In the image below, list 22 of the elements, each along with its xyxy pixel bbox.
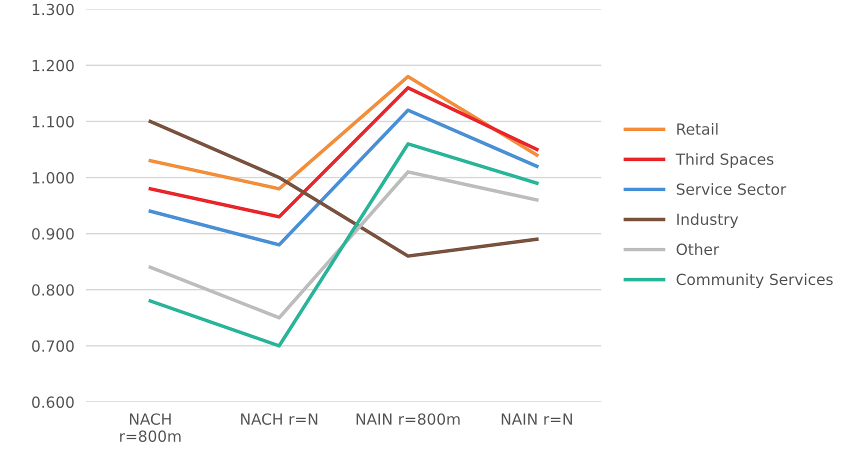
legend-label: Other: [676, 243, 720, 256]
x-tick-label: NAIN r=N: [502, 414, 572, 425]
y-tick-label: 1.000: [32, 172, 74, 184]
legend-label: Industry: [677, 213, 738, 228]
line-series: [148, 142, 539, 348]
y-tick-label: 1.300: [32, 4, 74, 16]
legend-label: Third Spaces: [676, 153, 774, 168]
line-series: [148, 170, 539, 320]
x-tick-label: NAIN r=800m: [356, 413, 460, 425]
line-series: [148, 74, 539, 190]
y-tick-label: 0.800: [32, 284, 74, 296]
y-tick-label: 0.900: [32, 228, 74, 240]
y-tick-label: 0.600: [32, 396, 74, 408]
legend-label: Community Services: [676, 273, 833, 288]
y-tick-label: 0.700: [32, 340, 74, 352]
y-tick-label: 1.200: [32, 60, 74, 72]
x-tick-label: NACH r=800m: [120, 413, 181, 442]
x-tick-label: NACH r=N: [241, 413, 318, 425]
line-series: [148, 86, 539, 219]
legend-label: Service Sector: [676, 183, 786, 195]
legend-label: Retail: [677, 123, 718, 135]
y-tick-label: 1.100: [32, 116, 74, 128]
